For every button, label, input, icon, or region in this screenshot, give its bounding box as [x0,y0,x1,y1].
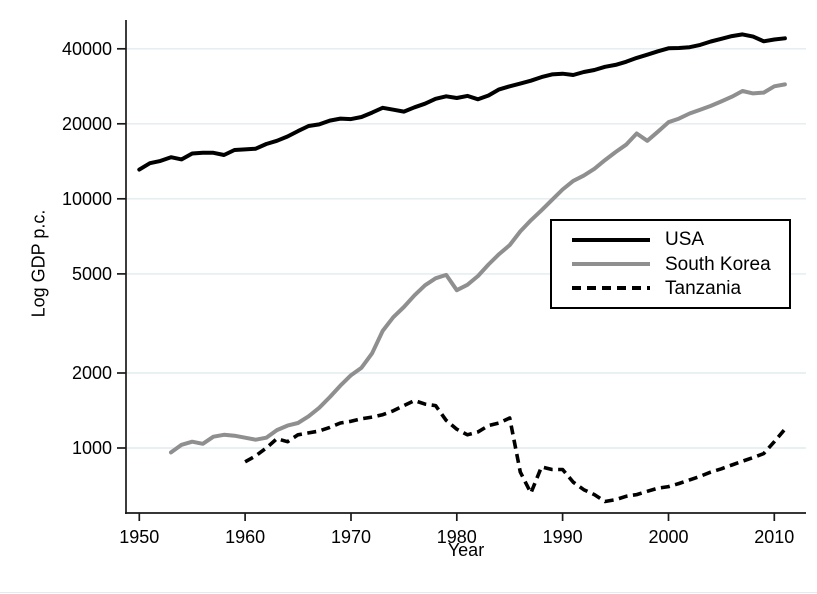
south-korea-line-swatch [572,262,650,266]
legend-item-south-korea: South Korea [572,255,789,274]
usa-line-swatch [572,237,650,242]
x-tick-label-2000: 2000 [648,527,688,547]
y-tick-label-2000: 2000 [72,363,112,383]
legend-label-usa: USA [665,229,705,251]
y-tick-label-10000: 10000 [62,189,112,209]
graph-bottom-edge [0,592,817,593]
tanzania-line-swatch [572,286,650,291]
legend-item-usa: USA [572,230,789,249]
x-tick-label-1990: 1990 [543,527,583,547]
legend: USA South Korea Tanzania [550,219,791,309]
x-axis-title: Year [447,540,485,560]
x-tick-label-1980: 1980 [437,527,477,547]
y-axis-title: Log GDP p.c. [28,209,49,318]
x-tick-label-1950: 1950 [119,527,159,547]
y-tick-label-1000: 1000 [72,438,112,458]
y-tick-label-20000: 20000 [62,114,112,134]
x-tick-label-1960: 1960 [225,527,265,547]
south-korea-line [169,82,787,455]
x-tick-label-2010: 2010 [754,527,794,547]
legend-label-south-korea: South Korea [665,253,771,275]
y-tick-label-5000: 5000 [72,264,112,284]
legend-item-tanzania: Tanzania [572,279,789,298]
legend-label-tanzania: Tanzania [665,277,742,299]
y-tick-label-40000: 40000 [62,39,112,59]
tanzania-line [244,398,787,504]
x-tick-label-1970: 1970 [331,527,371,547]
usa-line [137,32,787,172]
